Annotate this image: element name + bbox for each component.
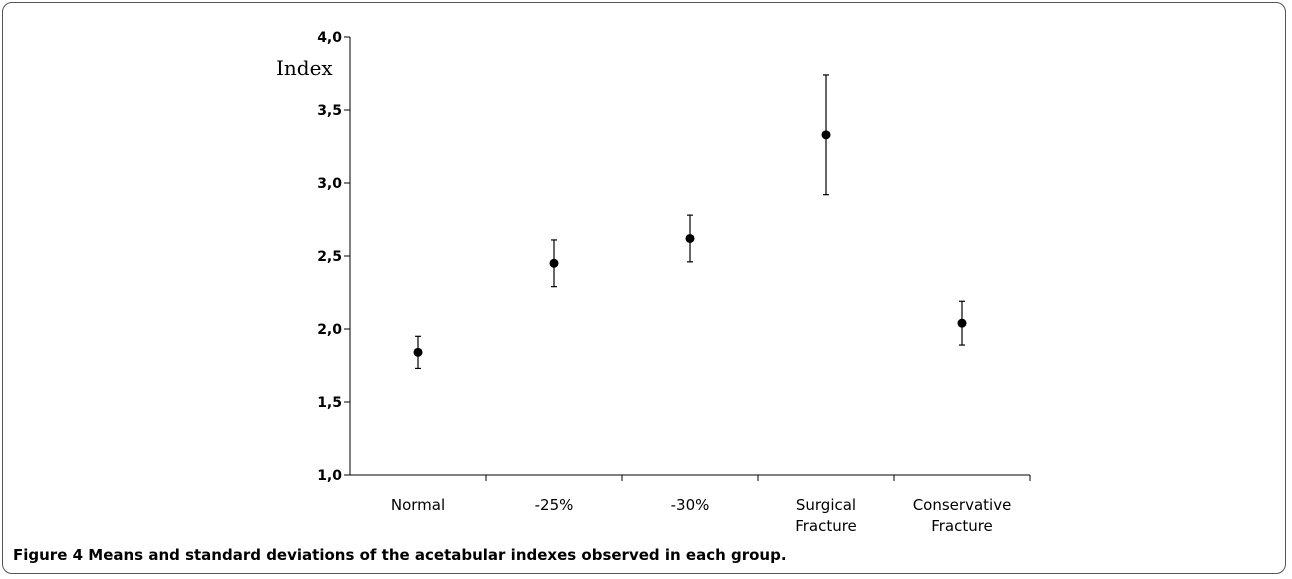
x-categories: Normal -25% -30% Surgical Fracture Conservati… bbox=[391, 475, 1031, 535]
mean-point bbox=[685, 233, 695, 243]
y-tick-label: 2,0 bbox=[317, 322, 342, 338]
x-category-label: Conservative bbox=[913, 496, 1012, 514]
figure-caption: Figure 4 Means and standard deviations o… bbox=[13, 546, 787, 564]
caption-label: Figure 4 bbox=[13, 546, 84, 564]
y-tick-label: 4,0 bbox=[317, 30, 342, 46]
mean-point bbox=[549, 258, 559, 268]
mean-point bbox=[413, 347, 423, 357]
y-tick-label: 2,5 bbox=[317, 249, 342, 265]
data-marks bbox=[413, 74, 967, 370]
x-category-label: Fracture bbox=[795, 517, 857, 535]
y-tick-label: 1,5 bbox=[317, 395, 342, 411]
x-category-label: -30% bbox=[671, 496, 710, 514]
caption-text: Means and standard deviations of the ace… bbox=[83, 546, 787, 564]
x-category-label: -25% bbox=[535, 496, 574, 514]
chart: 1,0 1,5 2,0 2,5 3,0 3,5 4,0 Normal -25% -30% Surg… bbox=[276, 30, 1031, 535]
y-tick-label: 3,0 bbox=[317, 176, 342, 192]
x-category-label: Normal bbox=[391, 496, 445, 514]
y-tick-label: 3,5 bbox=[317, 103, 342, 119]
mean-point bbox=[821, 130, 831, 140]
y-ticks: 1,0 1,5 2,0 2,5 3,0 3,5 4,0 bbox=[317, 30, 350, 484]
mean-point bbox=[957, 318, 967, 328]
x-category-label: Surgical bbox=[796, 496, 856, 514]
y-axis-title: Index bbox=[276, 56, 333, 80]
y-tick-label: 1,0 bbox=[317, 468, 342, 484]
x-category-label: Fracture bbox=[931, 517, 993, 535]
